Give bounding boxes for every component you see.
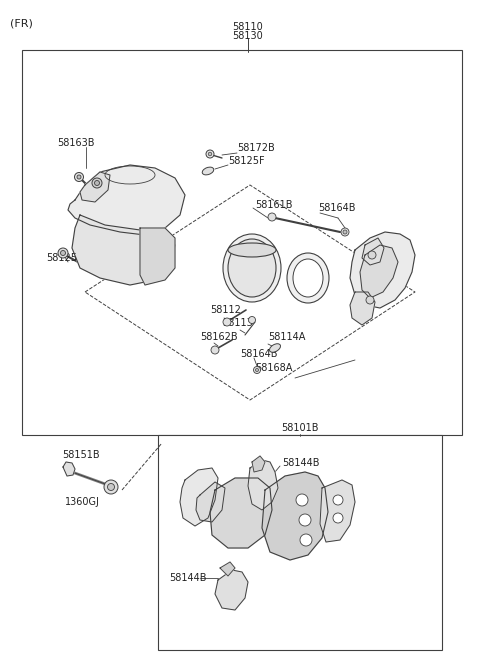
Polygon shape	[362, 238, 384, 265]
Ellipse shape	[269, 344, 280, 352]
Ellipse shape	[223, 234, 281, 302]
Polygon shape	[140, 228, 175, 285]
Circle shape	[300, 534, 312, 546]
Polygon shape	[63, 462, 75, 476]
Text: 58162B: 58162B	[200, 332, 238, 342]
Circle shape	[208, 152, 212, 156]
Ellipse shape	[202, 167, 214, 175]
Bar	[158, 435, 442, 650]
Circle shape	[74, 172, 84, 182]
Text: (FR): (FR)	[10, 18, 33, 28]
Polygon shape	[215, 570, 248, 610]
Circle shape	[333, 495, 343, 505]
Text: 58161B: 58161B	[255, 200, 292, 210]
Polygon shape	[68, 165, 185, 235]
Polygon shape	[196, 482, 225, 522]
Text: 58110: 58110	[233, 22, 264, 32]
Polygon shape	[320, 480, 355, 542]
Circle shape	[249, 317, 255, 323]
Circle shape	[343, 230, 347, 234]
Circle shape	[77, 175, 81, 179]
Circle shape	[58, 248, 68, 258]
Text: 1360GJ: 1360GJ	[65, 497, 100, 507]
Text: 58125: 58125	[46, 253, 77, 263]
Circle shape	[296, 494, 308, 506]
Circle shape	[253, 367, 261, 373]
Polygon shape	[252, 456, 265, 472]
Circle shape	[333, 513, 343, 523]
Polygon shape	[220, 562, 235, 576]
Circle shape	[211, 346, 219, 354]
Text: 58112: 58112	[210, 305, 241, 315]
Polygon shape	[210, 478, 272, 548]
Text: 58164B: 58164B	[240, 349, 277, 359]
Circle shape	[299, 514, 311, 526]
Text: 58164B: 58164B	[318, 203, 356, 213]
Circle shape	[95, 180, 99, 186]
Ellipse shape	[287, 253, 329, 303]
Bar	[22, 50, 462, 435]
Polygon shape	[248, 460, 278, 510]
Text: 58151B: 58151B	[62, 450, 100, 460]
Circle shape	[341, 228, 349, 236]
Polygon shape	[80, 172, 110, 202]
Circle shape	[60, 250, 65, 255]
Circle shape	[104, 480, 118, 494]
Polygon shape	[350, 292, 375, 325]
Text: 58125F: 58125F	[228, 156, 264, 166]
Polygon shape	[262, 472, 328, 560]
Text: 58113: 58113	[222, 318, 253, 328]
Ellipse shape	[228, 243, 276, 257]
Text: 58144B: 58144B	[169, 573, 206, 583]
Text: 58130: 58130	[233, 31, 264, 41]
Text: 58163B: 58163B	[57, 138, 95, 148]
Text: 58144B: 58144B	[282, 458, 320, 468]
Circle shape	[108, 484, 115, 490]
Polygon shape	[360, 245, 398, 298]
Circle shape	[206, 150, 214, 158]
Circle shape	[366, 296, 374, 304]
Polygon shape	[72, 215, 175, 285]
Circle shape	[92, 178, 102, 188]
Polygon shape	[350, 232, 415, 308]
Text: 58114A: 58114A	[268, 332, 305, 342]
Polygon shape	[180, 468, 218, 526]
Circle shape	[268, 213, 276, 221]
Circle shape	[368, 251, 376, 259]
Text: 58101B: 58101B	[281, 423, 319, 433]
Ellipse shape	[293, 259, 323, 297]
Circle shape	[255, 369, 259, 371]
Text: 58168A: 58168A	[255, 363, 292, 373]
Circle shape	[223, 318, 231, 326]
Ellipse shape	[228, 239, 276, 297]
Text: 58172B: 58172B	[237, 143, 275, 153]
